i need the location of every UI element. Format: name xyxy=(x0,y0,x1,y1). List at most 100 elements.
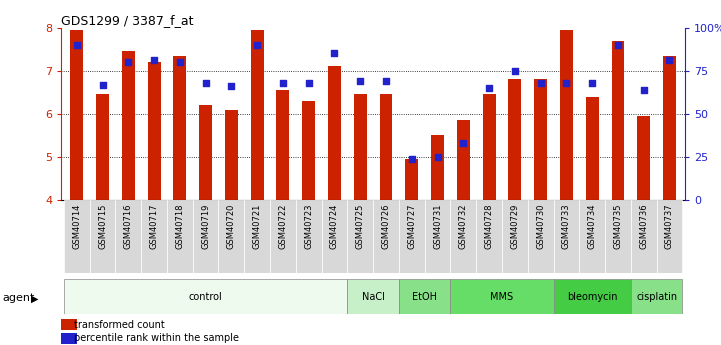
Point xyxy=(664,58,676,63)
Point xyxy=(277,80,288,86)
Text: GSM40728: GSM40728 xyxy=(485,204,494,249)
Bar xyxy=(328,66,341,200)
Bar xyxy=(585,97,598,200)
Text: GSM40730: GSM40730 xyxy=(536,204,545,249)
Bar xyxy=(663,56,676,200)
Text: GSM40724: GSM40724 xyxy=(330,204,339,249)
Point xyxy=(483,85,495,91)
Text: GSM40714: GSM40714 xyxy=(72,204,81,249)
FancyBboxPatch shape xyxy=(270,200,296,273)
Point xyxy=(406,156,417,161)
Text: GSM40716: GSM40716 xyxy=(124,204,133,249)
Point xyxy=(355,78,366,84)
Text: GSM40734: GSM40734 xyxy=(588,204,597,249)
FancyBboxPatch shape xyxy=(605,200,631,273)
Text: agent: agent xyxy=(2,294,35,303)
Text: GSM40722: GSM40722 xyxy=(278,204,288,249)
Point xyxy=(432,154,443,160)
Text: control: control xyxy=(189,292,223,302)
Text: MMS: MMS xyxy=(490,292,513,302)
Bar xyxy=(534,79,547,200)
FancyBboxPatch shape xyxy=(657,200,682,273)
Text: NaCl: NaCl xyxy=(362,292,384,302)
Text: GSM40718: GSM40718 xyxy=(175,204,185,249)
Text: GSM40717: GSM40717 xyxy=(149,204,159,249)
FancyBboxPatch shape xyxy=(528,200,554,273)
FancyBboxPatch shape xyxy=(631,279,682,314)
FancyBboxPatch shape xyxy=(502,200,528,273)
FancyBboxPatch shape xyxy=(554,279,631,314)
Text: percentile rank within the sample: percentile rank within the sample xyxy=(74,333,239,343)
Text: transformed count: transformed count xyxy=(74,319,164,329)
Bar xyxy=(405,159,418,200)
Text: GSM40720: GSM40720 xyxy=(227,204,236,249)
FancyBboxPatch shape xyxy=(399,279,451,314)
FancyBboxPatch shape xyxy=(64,279,348,314)
Text: EtOH: EtOH xyxy=(412,292,437,302)
Bar xyxy=(482,95,495,200)
Bar xyxy=(199,105,212,200)
Text: GSM40733: GSM40733 xyxy=(562,204,571,249)
Text: GSM40735: GSM40735 xyxy=(614,204,622,249)
FancyBboxPatch shape xyxy=(451,200,476,273)
Text: ▶: ▶ xyxy=(31,294,38,303)
Point xyxy=(97,82,108,87)
FancyBboxPatch shape xyxy=(218,200,244,273)
Bar xyxy=(61,333,77,344)
FancyBboxPatch shape xyxy=(399,200,425,273)
Bar xyxy=(560,30,573,200)
Text: GSM40729: GSM40729 xyxy=(510,204,519,249)
FancyBboxPatch shape xyxy=(193,200,218,273)
Point xyxy=(329,51,340,56)
FancyBboxPatch shape xyxy=(244,200,270,273)
Bar xyxy=(96,95,109,200)
Point xyxy=(535,80,547,86)
Bar xyxy=(71,30,83,200)
Text: GSM40727: GSM40727 xyxy=(407,204,416,249)
FancyBboxPatch shape xyxy=(115,200,141,273)
Text: GSM40715: GSM40715 xyxy=(98,204,107,249)
Point xyxy=(561,80,572,86)
FancyBboxPatch shape xyxy=(631,200,657,273)
Bar xyxy=(637,116,650,200)
FancyBboxPatch shape xyxy=(348,279,399,314)
FancyBboxPatch shape xyxy=(141,200,167,273)
Point xyxy=(123,59,134,65)
Text: GSM40726: GSM40726 xyxy=(381,204,391,249)
Bar xyxy=(431,136,444,200)
Bar xyxy=(611,41,624,200)
Bar xyxy=(122,51,135,200)
Bar xyxy=(354,95,367,200)
Point xyxy=(586,80,598,86)
Point xyxy=(149,58,160,63)
Text: GSM40732: GSM40732 xyxy=(459,204,468,249)
Bar xyxy=(148,62,161,200)
FancyBboxPatch shape xyxy=(373,200,399,273)
Bar xyxy=(302,101,315,200)
Point xyxy=(612,42,624,48)
Bar xyxy=(173,56,186,200)
Text: bleomycin: bleomycin xyxy=(567,292,617,302)
Bar xyxy=(457,120,470,200)
Text: GSM40731: GSM40731 xyxy=(433,204,442,249)
Point xyxy=(458,140,469,146)
FancyBboxPatch shape xyxy=(554,200,579,273)
FancyBboxPatch shape xyxy=(476,200,502,273)
Point xyxy=(252,42,263,48)
FancyBboxPatch shape xyxy=(89,200,115,273)
FancyBboxPatch shape xyxy=(64,200,89,273)
Text: GSM40723: GSM40723 xyxy=(304,204,313,249)
Text: GDS1299 / 3387_f_at: GDS1299 / 3387_f_at xyxy=(61,14,194,27)
Bar xyxy=(379,95,392,200)
Text: GSM40725: GSM40725 xyxy=(355,204,365,249)
Point xyxy=(226,83,237,89)
FancyBboxPatch shape xyxy=(296,200,322,273)
Text: GSM40721: GSM40721 xyxy=(252,204,262,249)
Point xyxy=(638,87,650,92)
FancyBboxPatch shape xyxy=(167,200,193,273)
Bar xyxy=(276,90,289,200)
Text: cisplatin: cisplatin xyxy=(636,292,677,302)
Bar xyxy=(508,79,521,200)
Text: GSM40737: GSM40737 xyxy=(665,204,674,249)
FancyBboxPatch shape xyxy=(451,279,554,314)
